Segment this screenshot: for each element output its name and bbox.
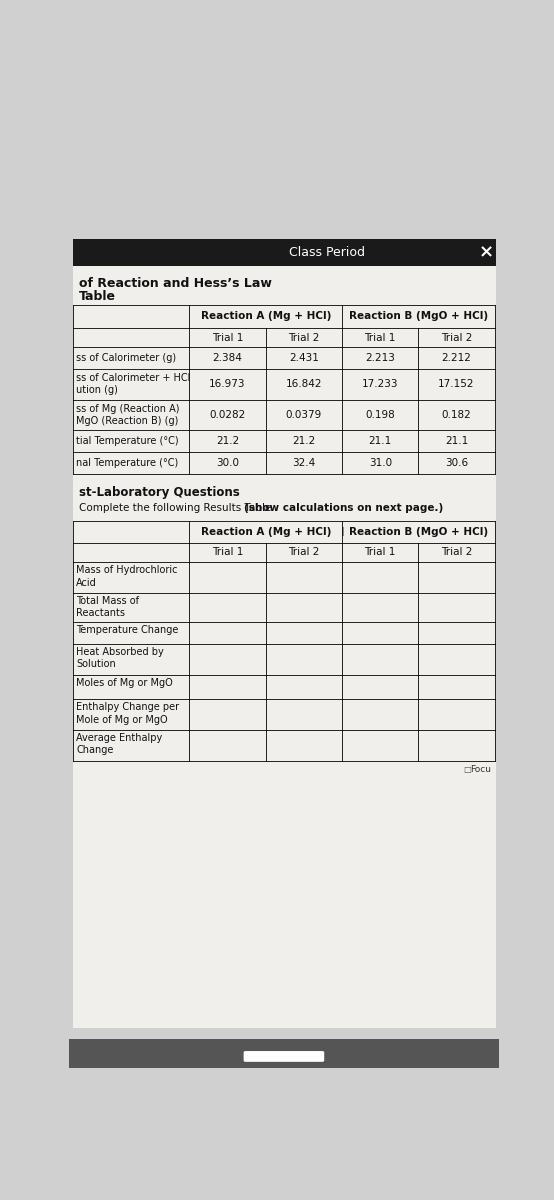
- Text: nal Temperature (°C): nal Temperature (°C): [76, 457, 178, 468]
- Text: ss of Calorimeter + HCl
ution (g): ss of Calorimeter + HCl ution (g): [76, 373, 191, 396]
- Text: 21.2: 21.2: [216, 437, 239, 446]
- Text: 16.973: 16.973: [209, 379, 246, 389]
- Text: Moles of Mg or MgO: Moles of Mg or MgO: [76, 678, 173, 688]
- Text: 0.0282: 0.0282: [209, 410, 245, 420]
- Text: 2.213: 2.213: [365, 353, 395, 364]
- Text: 31.0: 31.0: [368, 457, 392, 468]
- Text: st-Laboratory Questions: st-Laboratory Questions: [79, 486, 240, 499]
- Text: 0.182: 0.182: [442, 410, 471, 420]
- Text: 30.6: 30.6: [445, 457, 468, 468]
- FancyBboxPatch shape: [244, 1051, 324, 1062]
- Text: of Reaction and Hess’s Law: of Reaction and Hess’s Law: [79, 277, 272, 290]
- Text: 2.212: 2.212: [442, 353, 471, 364]
- Text: 16.842: 16.842: [286, 379, 322, 389]
- Text: ss of Calorimeter (g): ss of Calorimeter (g): [76, 353, 176, 364]
- Text: Reaction B (MgO + HCl): Reaction B (MgO + HCl): [349, 312, 488, 322]
- Text: Table: Table: [79, 289, 116, 302]
- Text: □: □: [464, 766, 471, 774]
- Text: 21.2: 21.2: [293, 437, 316, 446]
- Text: Average Enthalpy
Change: Average Enthalpy Change: [76, 733, 162, 756]
- Text: Total Mass of
Reactants: Total Mass of Reactants: [76, 596, 139, 618]
- Text: Trial 1: Trial 1: [365, 547, 396, 558]
- FancyBboxPatch shape: [69, 1039, 499, 1068]
- FancyBboxPatch shape: [73, 239, 496, 1028]
- Text: ×: ×: [479, 244, 494, 262]
- Text: Complete the following Results Table: Complete the following Results Table: [79, 503, 275, 512]
- Text: 17.152: 17.152: [438, 379, 475, 389]
- Text: 17.233: 17.233: [362, 379, 398, 389]
- Text: I: I: [341, 526, 345, 539]
- Text: Heat Absorbed by
Solution: Heat Absorbed by Solution: [76, 647, 164, 670]
- Text: 30.0: 30.0: [216, 457, 239, 468]
- Text: 2.431: 2.431: [289, 353, 319, 364]
- FancyBboxPatch shape: [73, 239, 496, 266]
- Text: Trial 2: Trial 2: [288, 547, 320, 558]
- Text: Reaction B (MgO + HCl): Reaction B (MgO + HCl): [349, 527, 488, 538]
- Text: 0.198: 0.198: [365, 410, 395, 420]
- Text: Class Period: Class Period: [289, 246, 365, 259]
- Text: Focu: Focu: [470, 766, 491, 774]
- Text: Reaction A (Mg + HCl): Reaction A (Mg + HCl): [201, 527, 331, 538]
- Text: Enthalpy Change per
Mole of Mg or MgO: Enthalpy Change per Mole of Mg or MgO: [76, 702, 179, 725]
- Text: Mass of Hydrochloric
Acid: Mass of Hydrochloric Acid: [76, 565, 178, 588]
- Text: 2.384: 2.384: [213, 353, 243, 364]
- Text: Trial 1: Trial 1: [212, 547, 243, 558]
- Text: Trial 1: Trial 1: [212, 332, 243, 343]
- Text: 21.1: 21.1: [368, 437, 392, 446]
- Text: 0.0379: 0.0379: [286, 410, 322, 420]
- Text: Temperature Change: Temperature Change: [76, 625, 178, 635]
- Text: 21.1: 21.1: [445, 437, 468, 446]
- Text: Trial 1: Trial 1: [365, 332, 396, 343]
- Text: ss of Mg (Reaction A)
MgO (Reaction B) (g): ss of Mg (Reaction A) MgO (Reaction B) (…: [76, 404, 179, 426]
- Text: Trial 2: Trial 2: [288, 332, 320, 343]
- Text: Trial 2: Trial 2: [441, 332, 472, 343]
- Text: tial Temperature (°C): tial Temperature (°C): [76, 437, 179, 446]
- Text: Trial 2: Trial 2: [441, 547, 472, 558]
- Text: (show calculations on next page.): (show calculations on next page.): [244, 503, 443, 512]
- Text: 32.4: 32.4: [293, 457, 316, 468]
- Text: Reaction A (Mg + HCl): Reaction A (Mg + HCl): [201, 312, 331, 322]
